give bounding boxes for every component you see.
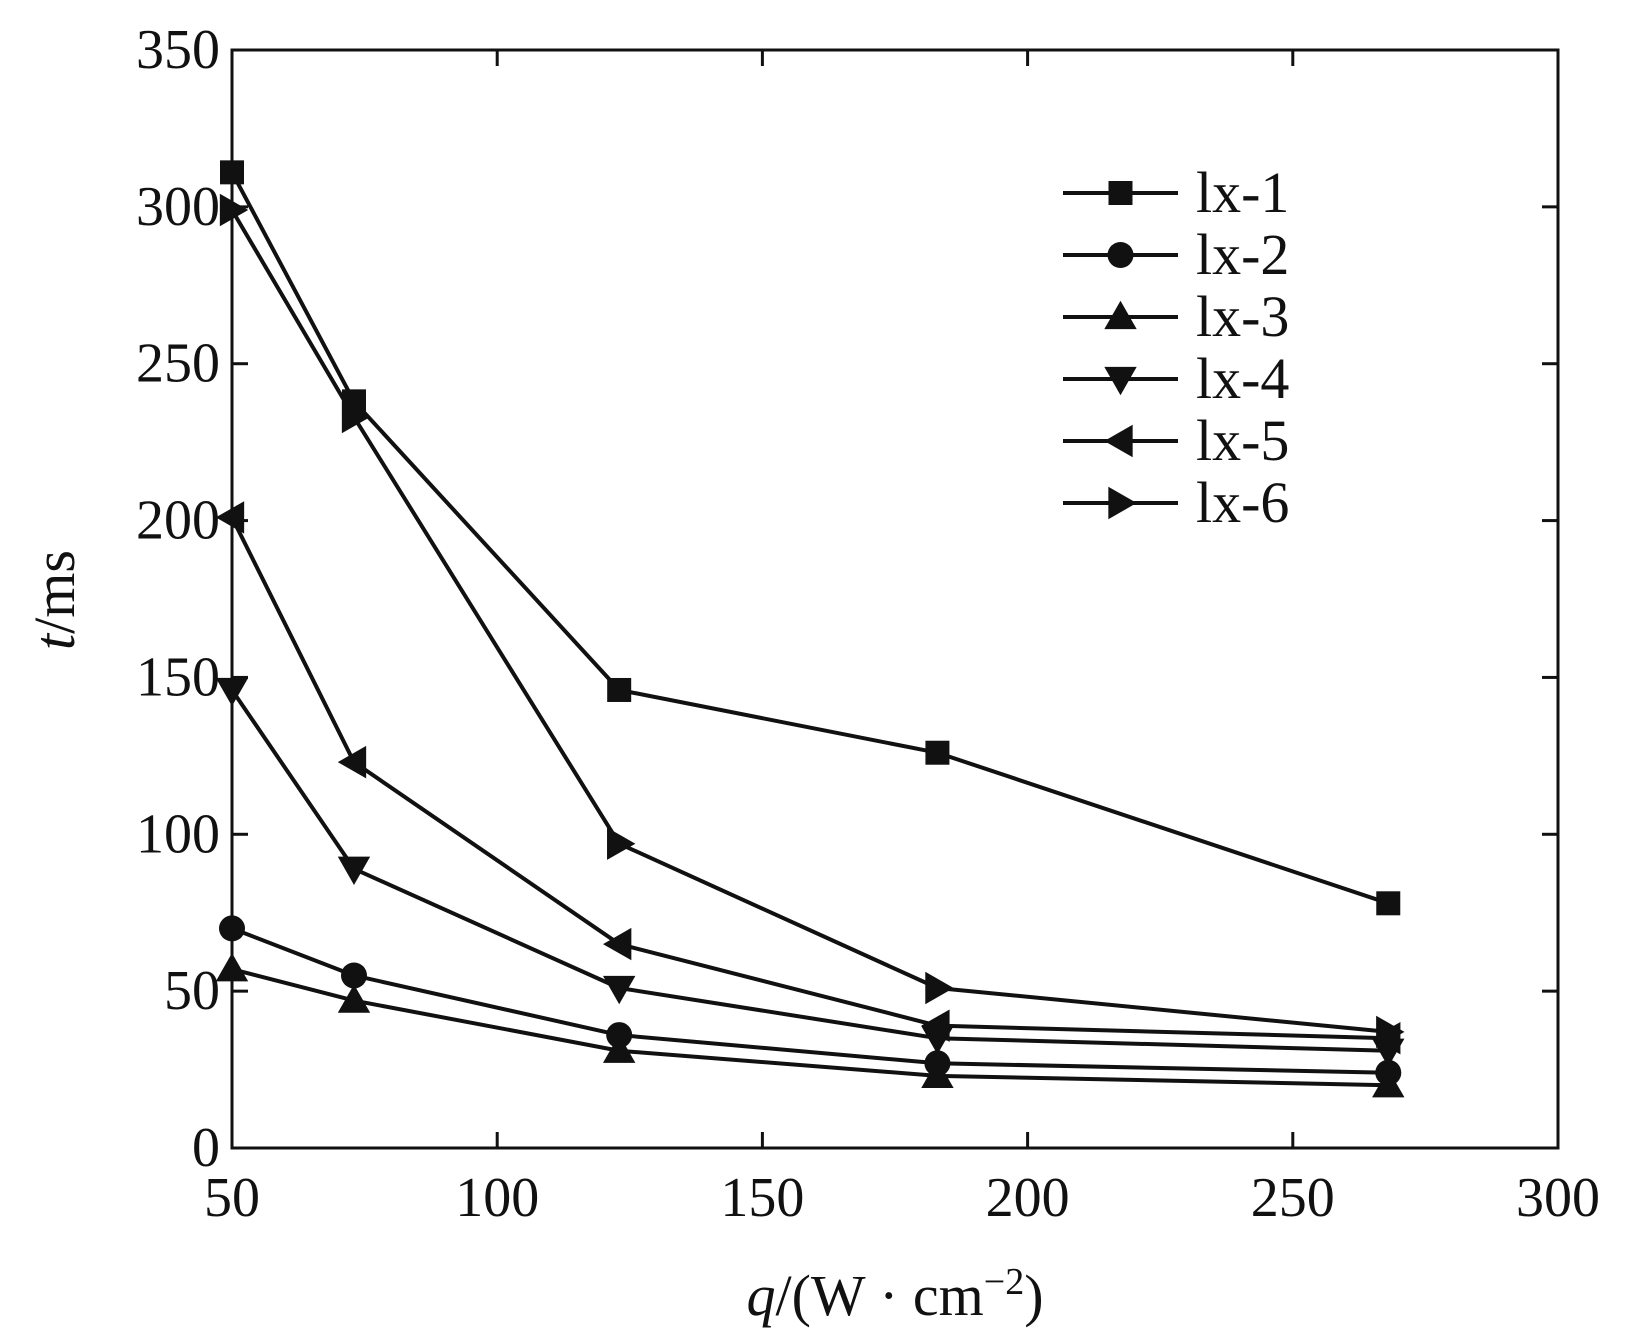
data-point — [220, 160, 244, 185]
data-point — [337, 856, 371, 885]
y-tick-label: 300 — [136, 176, 220, 238]
data-point — [1376, 1015, 1405, 1049]
data-point — [925, 740, 950, 765]
legend-marker — [1104, 366, 1137, 396]
legend-item: lx-3 — [1063, 284, 1289, 349]
x-tick-label: 50 — [204, 1167, 260, 1229]
y-tick-label: 200 — [136, 490, 220, 552]
y-axis-variable: t — [22, 632, 87, 650]
data-point — [607, 827, 636, 860]
x-axis-variable: q — [746, 1263, 775, 1328]
legend-item: lx-2 — [1063, 222, 1289, 287]
data-point — [337, 984, 371, 1013]
data-point — [1372, 1069, 1405, 1098]
legend-label: lx-4 — [1196, 346, 1289, 411]
series-lx-5 — [215, 501, 1401, 1055]
data-point — [921, 1059, 954, 1088]
x-tick-label: 100 — [455, 1167, 539, 1229]
series-lx-3 — [215, 952, 1405, 1098]
x-axis-unit-close: ) — [1024, 1263, 1043, 1328]
legend-item: lx-4 — [1063, 346, 1289, 411]
x-tick-label: 200 — [986, 1167, 1070, 1229]
y-axis-unit: /ms — [22, 550, 87, 634]
legend-marker — [1104, 300, 1137, 330]
series-layer — [215, 160, 1405, 1098]
data-point — [215, 501, 245, 534]
data-point — [607, 677, 632, 702]
data-point — [219, 915, 245, 942]
legend-item: lx-5 — [1063, 408, 1289, 473]
legend-marker — [1107, 242, 1134, 268]
x-tick-label: 250 — [1251, 1167, 1335, 1229]
data-point — [1376, 891, 1401, 916]
data-point — [340, 962, 367, 989]
plot-frame — [230, 48, 1560, 1150]
y-tick-label: 100 — [136, 803, 220, 865]
legend-label: lx-6 — [1196, 470, 1289, 535]
legend-item: lx-1 — [1063, 160, 1289, 225]
legend-marker — [1108, 181, 1133, 205]
data-point — [602, 1034, 636, 1063]
y-tick-label: 350 — [136, 19, 220, 81]
data-point — [337, 745, 367, 779]
legend-label: lx-2 — [1196, 222, 1289, 287]
y-tick-label: 50 — [164, 960, 220, 1022]
legend: lx-1lx-2lx-3lx-4lx-5lx-6 — [1063, 160, 1289, 535]
y-tick-label: 150 — [136, 646, 220, 708]
data-point — [921, 1009, 950, 1042]
legend-item: lx-6 — [1063, 470, 1289, 535]
legend-label: lx-3 — [1196, 284, 1289, 349]
series-lx-2 — [219, 915, 1402, 1086]
data-point — [219, 193, 249, 227]
data-point — [925, 971, 954, 1005]
data-point — [215, 952, 249, 982]
series-line — [231, 926, 1389, 1075]
series-lx-6 — [219, 193, 1405, 1049]
data-point — [602, 975, 636, 1005]
legend-marker — [1104, 424, 1133, 458]
legend-label: lx-1 — [1196, 160, 1289, 225]
legend-marker — [1108, 486, 1137, 520]
y-axis-title: t/ms — [22, 550, 87, 650]
y-tick-label: 0 — [192, 1117, 220, 1179]
series-line — [230, 688, 1389, 1053]
data-point — [215, 677, 249, 707]
data-point — [602, 927, 632, 961]
x-tick-label: 150 — [720, 1167, 804, 1229]
series-line — [230, 516, 1389, 1041]
x-axis-unit-exponent: −2 — [984, 1261, 1024, 1303]
x-axis-unit: /(W · cm — [775, 1263, 983, 1328]
x-tick-label: 300 — [1516, 1167, 1600, 1229]
legend-label: lx-5 — [1196, 408, 1289, 473]
data-point — [341, 400, 371, 434]
x-axis-title: q/(W · cm−2) — [746, 1261, 1043, 1328]
y-tick-label: 250 — [136, 333, 220, 395]
